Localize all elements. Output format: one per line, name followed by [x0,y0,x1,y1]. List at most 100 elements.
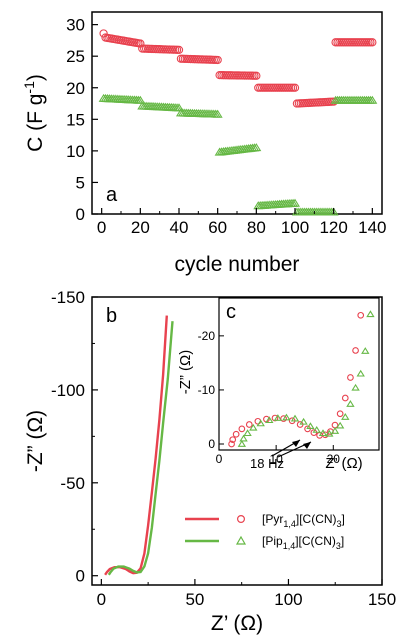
panel-a-point [367,95,378,104]
panel-c-ytick-label: -10 [198,383,216,397]
panel-a-ticks: 0 20 40 60 80 100 120 140 0 5 10 15 20 25 30 [66,16,386,237]
panel-c-point [237,440,247,447]
panel-c-point [318,429,328,437]
panel-a-xtick-label: 140 [358,218,386,237]
legend: [Pyr1,4][C(CN)3] [Pip1,4][C(CN)3] [185,512,345,551]
panel-c-point [357,311,365,319]
panel-a-ytick-label: 25 [66,47,85,66]
panel-a-ytick-label: 15 [66,110,85,129]
panel-a-point [251,143,262,152]
panel-b-series-line [107,321,174,576]
panel-c-point [299,417,308,425]
panel-c-point [330,427,340,434]
panel-b-xtick-label: 150 [368,590,396,609]
panel-c-label: c [226,301,236,323]
panel-a-ytick-label: 10 [66,142,85,161]
panel-a-point [290,198,300,207]
panel-c-inset: 0 10 200-10-20 c Z’ (Ω) -Z” (Ω) 18 Hz [177,297,380,472]
panel-c-point [228,440,235,448]
panel-a-xtick-label: 0 [97,218,106,237]
panel-b-marks [104,315,174,576]
panel-c-point [245,421,253,428]
panel-c-point [356,369,365,377]
panel-b-series-line [104,315,168,576]
panel-a-xtick-label: 20 [131,218,150,237]
panel-a-xtick-label: 100 [281,218,309,237]
panel-b-ytick-label: -50 [60,474,85,493]
panel-b-ytick-label: -150 [51,288,85,307]
panel-a-xtick-label: 60 [208,218,227,237]
panel-a-point [136,39,145,48]
annotation-arrowhead-2 [303,442,311,449]
annotation-arrowhead-1 [292,440,300,447]
panel-c-point [239,434,248,442]
panel-c-point [282,413,291,421]
panel-c-ticks: 0 10 200-10-20 [198,329,341,466]
panel-a-axes-frame [91,11,383,215]
panel-a-xtick-label: 80 [247,218,266,237]
panel-a-ytick-label: 5 [76,173,85,192]
panel-c-ytick-label: 0 [208,437,215,451]
panel-c-point [346,400,355,407]
panel-a-xlabel: cycle number [175,253,300,276]
legend-label-pyr: [Pyr1,4][C(CN)3] [262,512,345,529]
legend-label-pip: [Pip1,4][C(CN)3] [262,534,344,551]
panel-a-point [252,71,261,80]
panel-c-xlabel: Z’ (Ω) [325,455,362,472]
panel-c-point [265,416,274,424]
panel-a-ytick-label: 0 [76,205,85,224]
panel-a-xtick-label: 40 [170,218,189,237]
panel-c-point [306,422,315,430]
panel-a-ylabel: C (F g-1) [21,74,47,152]
panel-c-point [352,347,359,354]
panel-c-point [232,430,240,438]
panel-c-point [341,394,349,402]
panel-b-label: b [106,305,117,327]
panel-a-point [212,109,223,118]
panel-c-point [256,419,265,427]
panel-c-point [280,415,287,422]
panel-a-point [135,95,146,104]
panel-c-point [312,426,321,433]
panel-c-point [335,421,345,429]
panel-c-point [325,429,334,437]
panel-a-point [328,207,339,216]
panel-c-point [321,431,329,439]
panel-c-point [243,429,252,437]
panel-a-xtick-label: 120 [319,218,347,237]
legend-marker-pyr [237,514,246,523]
panel-c-xtick-label: 20 [327,452,341,466]
panel-c-point [273,414,283,421]
panel-c-point [366,310,375,318]
panel-c-marks [228,310,375,448]
panel-b-xtick-label: 0 [97,590,106,609]
panel-c-point [341,413,350,420]
panel-c-point [229,436,237,444]
panel-a-point [368,38,377,47]
panel-a-point [329,97,338,106]
panel-c-xtick-label: 0 [216,452,223,466]
panel-c-point [238,425,246,433]
panel-b-xtick-label: 50 [185,590,204,609]
panel-b-axes-frame [91,296,383,586]
panel-a-point [174,103,184,112]
panel-c-point [351,383,360,391]
panel-a-chart: 0 20 40 60 80 100 120 140 0 5 10 15 20 25 30 a cycle n… [21,11,387,276]
panel-c-point [249,423,258,431]
panel-a-point [213,55,222,65]
panel-c-point [347,374,354,381]
panel-b-xlabel: Z’ (Ω) [211,612,263,635]
panel-c-axes-frame [218,297,380,451]
panel-c-point [336,410,344,418]
panel-a-marks [98,29,378,216]
legend-marker-pip [235,535,247,545]
panel-c-point [290,414,300,422]
panel-a-ytick-label: 20 [66,79,85,98]
panel-a-ytick-label: 30 [66,16,85,35]
panel-c-ylabel: -Z” (Ω) [177,350,194,395]
panel-b-ytick-label: -100 [51,381,85,400]
